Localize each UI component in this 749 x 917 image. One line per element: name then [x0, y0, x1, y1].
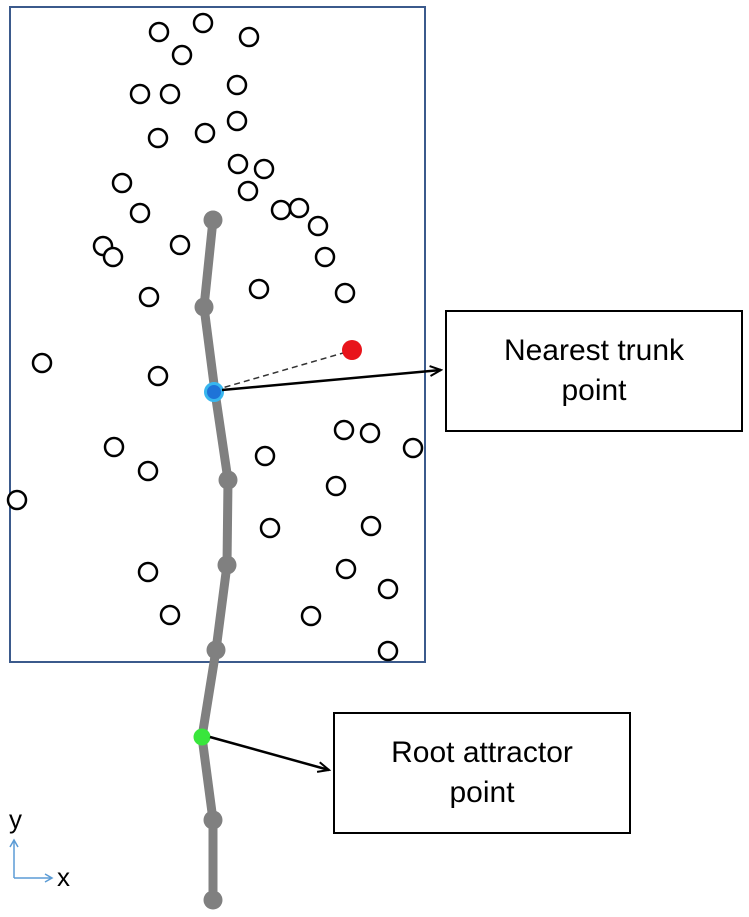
trunk-nodes	[194, 210, 238, 910]
y-axis-label: y	[9, 804, 22, 834]
trunk-node	[203, 890, 223, 910]
trunk-node	[206, 640, 226, 660]
trunk-node	[218, 470, 238, 490]
attraction-point	[270, 199, 292, 221]
nearest-trunk-point-marker	[204, 382, 224, 402]
attraction-point	[248, 278, 270, 300]
attraction-point	[31, 352, 53, 374]
attraction-point	[237, 180, 259, 202]
highlighted-attraction-point	[342, 340, 362, 360]
attraction-point	[359, 422, 381, 444]
attraction-point	[307, 215, 329, 237]
attraction-point	[137, 561, 159, 583]
attraction-point	[227, 153, 249, 175]
nearest-label-line-1: Nearest trunk	[503, 334, 685, 367]
nearest-arrow	[221, 370, 441, 392]
attraction-point	[288, 197, 310, 219]
attraction-point	[159, 83, 181, 105]
trunk-node	[194, 297, 214, 317]
attraction-point	[238, 26, 260, 48]
attraction-point	[377, 578, 399, 600]
dashed-nearest-line	[214, 350, 351, 391]
root-label-line-1: Root attractor	[391, 736, 573, 769]
attraction-point	[360, 515, 382, 537]
trunk-node	[217, 555, 237, 575]
attraction-point	[259, 517, 281, 539]
nearest-label-line-2: point	[561, 374, 627, 407]
trunk-node	[203, 210, 223, 230]
attraction-point	[226, 74, 248, 96]
attraction-point	[192, 12, 214, 34]
attraction-point	[147, 365, 169, 387]
attraction-point	[129, 202, 151, 224]
crown-region-rectangle	[9, 6, 426, 663]
attraction-point	[226, 110, 248, 132]
attraction-point	[129, 83, 151, 105]
attraction-point	[147, 127, 169, 149]
attraction-point	[314, 246, 336, 268]
root-label-line-2: point	[449, 776, 515, 809]
attraction-point	[402, 437, 424, 459]
root-attractor-point-marker	[193, 728, 211, 746]
attraction-point	[333, 419, 355, 441]
attraction-point	[6, 489, 28, 511]
attraction-point	[300, 605, 322, 627]
attraction-point	[253, 158, 275, 180]
attraction-point	[169, 234, 191, 256]
attraction-point	[335, 558, 357, 580]
root-attractor-point-label-box: Root attractor point	[333, 712, 631, 834]
attraction-point	[377, 640, 399, 662]
attraction-point	[194, 122, 216, 144]
attraction-point	[137, 460, 159, 482]
attraction-point	[102, 246, 124, 268]
attraction-point	[171, 44, 193, 66]
attraction-point	[103, 436, 125, 458]
attraction-point	[159, 604, 181, 626]
trunk-node	[203, 810, 223, 830]
attraction-point	[325, 475, 347, 497]
root-arrow	[209, 735, 329, 770]
axis-indicator: y x	[9, 804, 70, 892]
x-axis-label: x	[57, 862, 70, 892]
attraction-point	[254, 445, 276, 467]
attraction-point	[334, 282, 356, 304]
attraction-point	[138, 286, 160, 308]
nearest-trunk-point-label-box: Nearest trunk point	[445, 310, 743, 432]
attraction-points	[6, 12, 424, 662]
attraction-point	[148, 21, 170, 43]
attraction-point	[111, 172, 133, 194]
